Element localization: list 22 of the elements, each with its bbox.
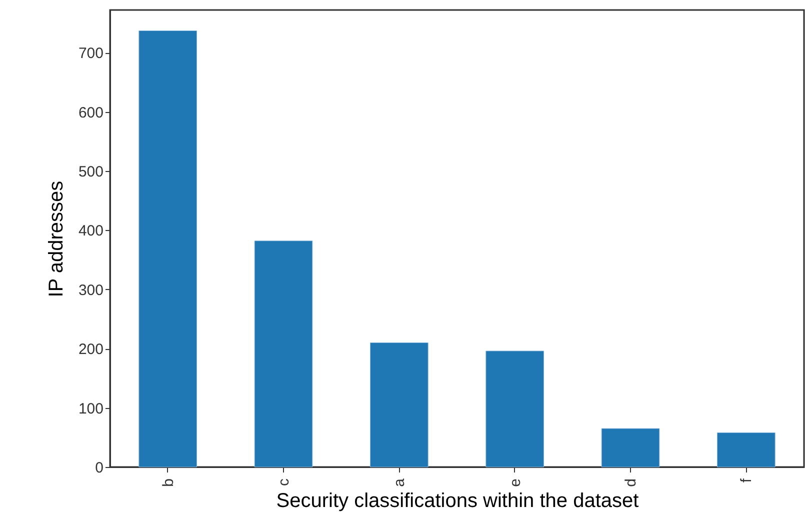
y-tick-label: 300 [78, 282, 104, 299]
x-tick-label: d [622, 478, 640, 487]
y-tick-label: 500 [78, 164, 104, 181]
bar [370, 342, 428, 468]
x-tick-label: e [506, 478, 524, 487]
x-axis-title: Security classifications within the dataset [276, 490, 640, 512]
y-tick-label: 200 [78, 341, 104, 358]
x-tick-label: f [738, 478, 756, 483]
bar [717, 432, 776, 468]
y-tick-label: 100 [78, 400, 104, 418]
bar [138, 30, 197, 468]
x-tick-label: a [391, 478, 408, 487]
bar [254, 240, 313, 468]
x-tick-label: c [276, 478, 292, 486]
y-tick-label: 0 [95, 460, 104, 476]
x-tick-label: b [160, 478, 177, 487]
y-tick-label: 400 [78, 222, 104, 240]
bar [486, 350, 544, 468]
y-tick-label: 600 [78, 104, 104, 122]
y-axis-title: IP addresses [45, 180, 68, 298]
bar [601, 428, 660, 468]
y-tick-label: 700 [78, 45, 104, 62]
